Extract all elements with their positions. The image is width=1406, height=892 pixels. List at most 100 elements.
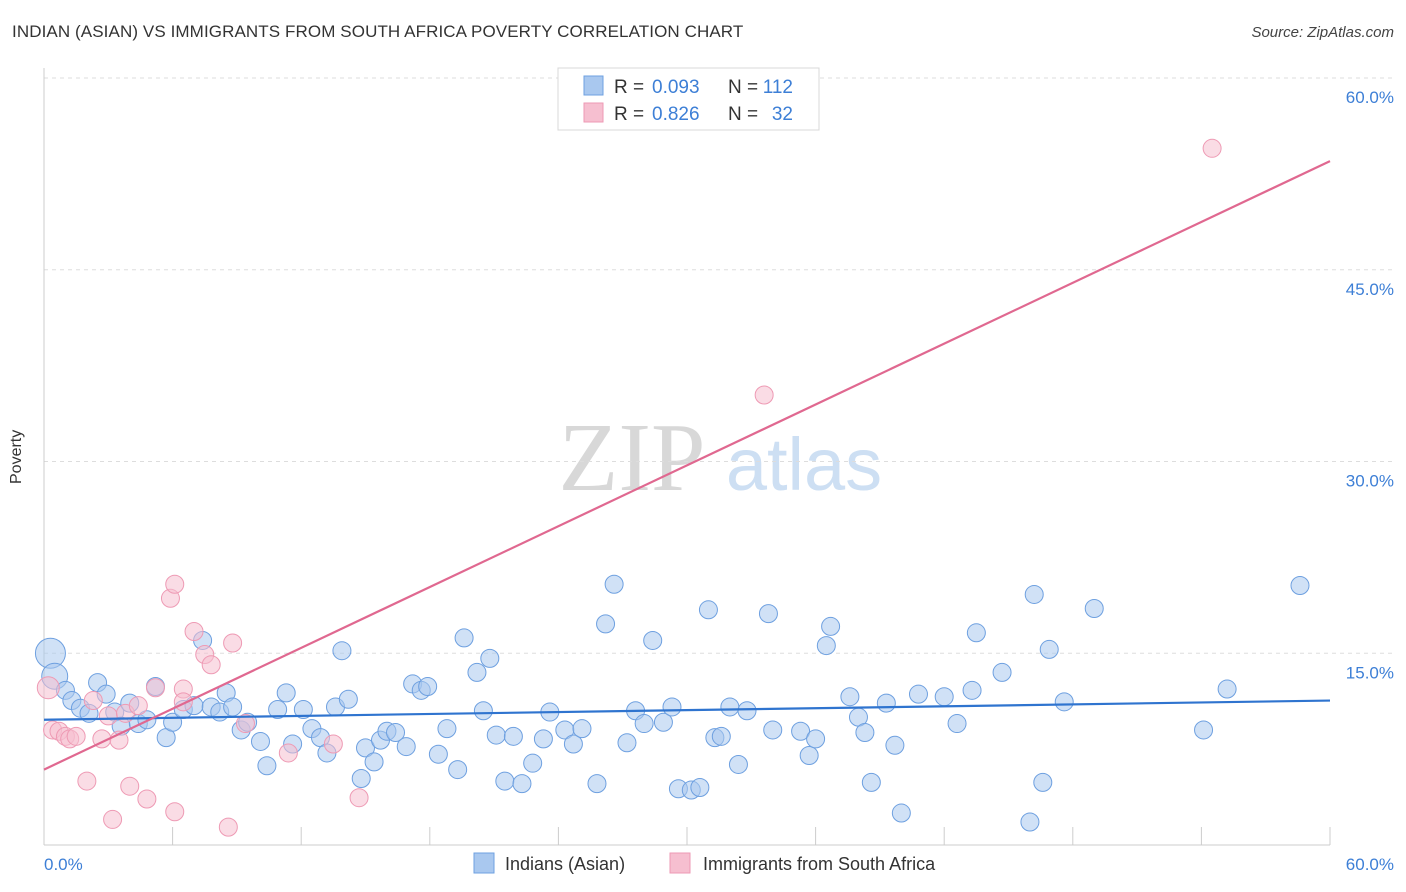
series-indians-points bbox=[34, 574, 1310, 832]
data-point bbox=[962, 680, 982, 700]
data-point bbox=[1084, 599, 1104, 619]
data-point bbox=[512, 774, 532, 794]
data-point bbox=[235, 714, 255, 734]
y-tick-labels: 15.0% 30.0% 45.0% 60.0% bbox=[1346, 88, 1394, 682]
data-point bbox=[120, 776, 140, 796]
data-point bbox=[653, 712, 673, 732]
y-tick-label-1: 30.0% bbox=[1346, 472, 1394, 491]
data-point bbox=[992, 662, 1012, 682]
data-point bbox=[278, 743, 298, 763]
legend-swatch-south-africa bbox=[669, 852, 691, 874]
trend-line-1 bbox=[43, 160, 1331, 771]
data-point bbox=[77, 771, 97, 791]
stats-legend: R = 0.093 N = 112 R = 0.826 N = 32 bbox=[557, 67, 820, 131]
data-point bbox=[503, 726, 523, 746]
stats-swatch-south-africa bbox=[583, 102, 604, 123]
data-point bbox=[816, 636, 836, 656]
data-point bbox=[737, 701, 757, 721]
stats-n-value-1: 32 bbox=[772, 104, 793, 125]
series-south-africa-points bbox=[36, 138, 1222, 837]
data-point bbox=[349, 788, 369, 808]
data-point bbox=[480, 648, 500, 668]
data-point bbox=[137, 789, 157, 809]
data-point bbox=[876, 693, 896, 713]
data-point bbox=[604, 574, 624, 594]
data-point bbox=[223, 633, 243, 653]
data-point bbox=[1054, 692, 1074, 712]
stats-r-label-1: R = bbox=[614, 104, 644, 125]
data-point bbox=[98, 706, 118, 726]
stats-r-value-0: 0.093 bbox=[652, 77, 700, 98]
data-point bbox=[184, 622, 204, 642]
data-point bbox=[596, 614, 616, 634]
data-point bbox=[103, 809, 123, 829]
data-point bbox=[1039, 639, 1059, 659]
data-point bbox=[495, 771, 515, 791]
data-point bbox=[473, 701, 493, 721]
x-tick-label-left: 0.0% bbox=[44, 855, 83, 874]
data-point bbox=[891, 803, 911, 823]
data-point bbox=[223, 697, 243, 717]
data-point bbox=[587, 774, 607, 794]
data-point bbox=[662, 697, 682, 717]
data-point bbox=[1020, 812, 1040, 832]
data-point bbox=[690, 777, 710, 797]
data-point bbox=[763, 720, 783, 740]
stats-swatch-indians bbox=[583, 75, 604, 96]
y-tick-label-2: 45.0% bbox=[1346, 280, 1394, 299]
data-point bbox=[351, 769, 371, 789]
data-point bbox=[364, 752, 384, 772]
data-point bbox=[338, 689, 358, 709]
data-point bbox=[966, 623, 986, 643]
data-point bbox=[643, 630, 663, 650]
data-point bbox=[855, 723, 875, 743]
data-point bbox=[201, 655, 221, 675]
data-point bbox=[634, 714, 654, 734]
data-point bbox=[418, 676, 438, 696]
data-point bbox=[145, 678, 165, 698]
data-point bbox=[250, 731, 270, 751]
stats-n-value-0: 112 bbox=[763, 77, 793, 98]
stats-n-label-0: N = bbox=[728, 77, 758, 98]
data-point bbox=[1194, 720, 1214, 740]
series-legend: Indians (Asian) Immigrants from South Af… bbox=[473, 852, 936, 874]
data-point bbox=[486, 725, 506, 745]
data-point bbox=[1033, 772, 1053, 792]
data-point bbox=[323, 734, 343, 754]
trend-lines bbox=[43, 160, 1331, 771]
data-point bbox=[1202, 138, 1222, 158]
legend-label-indians: Indians (Asian) bbox=[505, 854, 625, 874]
data-point bbox=[165, 574, 185, 594]
data-point bbox=[428, 744, 448, 764]
data-point bbox=[947, 714, 967, 734]
data-point bbox=[293, 699, 313, 719]
data-point bbox=[934, 687, 954, 707]
data-point bbox=[165, 802, 185, 822]
data-point bbox=[572, 719, 592, 739]
stats-r-value-1: 0.826 bbox=[652, 104, 700, 125]
data-point bbox=[276, 683, 296, 703]
x-tick-label-right: 60.0% bbox=[1346, 855, 1394, 874]
watermark-zip: ZIP bbox=[559, 404, 706, 512]
chart-title: INDIAN (ASIAN) VS IMMIGRANTS FROM SOUTH … bbox=[12, 22, 744, 41]
data-point bbox=[720, 697, 740, 717]
stats-r-label-0: R = bbox=[614, 77, 644, 98]
data-point bbox=[437, 719, 457, 739]
data-point bbox=[1217, 679, 1237, 699]
data-point bbox=[448, 760, 468, 780]
data-point bbox=[396, 737, 416, 757]
data-point bbox=[806, 729, 826, 749]
stats-n-label-1: N = bbox=[728, 104, 758, 125]
axes bbox=[43, 68, 1331, 846]
trend-line-0 bbox=[43, 699, 1331, 721]
data-point bbox=[758, 604, 778, 624]
data-point bbox=[467, 662, 487, 682]
data-point bbox=[128, 696, 148, 716]
legend-swatch-indians bbox=[473, 852, 495, 874]
y-tick-label-3: 60.0% bbox=[1346, 88, 1394, 107]
data-point bbox=[563, 734, 583, 754]
data-point bbox=[799, 746, 819, 766]
data-point bbox=[36, 676, 60, 700]
data-point bbox=[523, 753, 543, 773]
watermark-atlas: atlas bbox=[726, 423, 882, 506]
